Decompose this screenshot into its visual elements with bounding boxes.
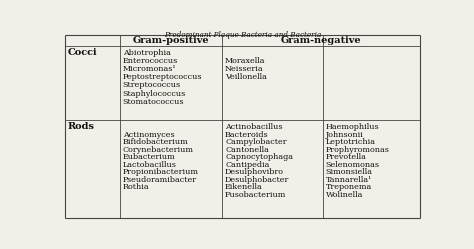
Text: Wolinella: Wolinella — [326, 191, 363, 199]
Text: Leptotrichia: Leptotrichia — [326, 138, 376, 146]
Text: Staphylococcus: Staphylococcus — [123, 90, 186, 98]
Text: Abiotrophia: Abiotrophia — [123, 49, 171, 57]
Text: Johnsonii: Johnsonii — [326, 130, 364, 139]
Text: Actinobacillus: Actinobacillus — [225, 123, 283, 131]
Text: Bifidobacterium: Bifidobacterium — [123, 138, 189, 146]
Text: Eubacterium: Eubacterium — [123, 153, 175, 161]
Text: Pseudoramibacter: Pseudoramibacter — [123, 176, 197, 184]
Text: Corynebacterium: Corynebacterium — [123, 146, 194, 154]
Text: Prevotella: Prevotella — [326, 153, 367, 161]
Text: Fusobacterium: Fusobacterium — [225, 191, 286, 199]
Text: Eikenella: Eikenella — [225, 184, 263, 191]
Text: Veillonella: Veillonella — [225, 73, 267, 81]
Text: Rods: Rods — [68, 122, 95, 131]
Text: Rothia: Rothia — [123, 184, 149, 191]
Text: Predominant Plaque Bacteria and Bacteria: Predominant Plaque Bacteria and Bacteria — [164, 31, 322, 39]
Text: Selenomonas: Selenomonas — [326, 161, 380, 169]
Text: Haemophilus: Haemophilus — [326, 123, 380, 131]
Text: Cocci: Cocci — [68, 48, 97, 57]
Text: Campylobacter: Campylobacter — [225, 138, 287, 146]
Text: Moraxella: Moraxella — [225, 57, 265, 65]
Text: Bacteroids: Bacteroids — [225, 130, 269, 139]
Text: Treponema: Treponema — [326, 184, 372, 191]
Text: Cantipedia: Cantipedia — [225, 161, 270, 169]
Text: Desulphobacter: Desulphobacter — [225, 176, 290, 184]
Text: Lactobacillus: Lactobacillus — [123, 161, 177, 169]
Text: Cantonella: Cantonella — [225, 146, 269, 154]
Text: Desulphovibro: Desulphovibro — [225, 168, 284, 176]
Text: Simonsiella: Simonsiella — [326, 168, 373, 176]
Text: Tannarella¹: Tannarella¹ — [326, 176, 372, 184]
Text: Actinomyces: Actinomyces — [123, 130, 174, 139]
Text: Gram-negative: Gram-negative — [281, 36, 362, 45]
Text: Gram-positive: Gram-positive — [133, 36, 209, 45]
Text: Neisseria: Neisseria — [225, 65, 264, 73]
Text: Micromonas¹: Micromonas¹ — [123, 65, 176, 73]
Text: Stomatococcus: Stomatococcus — [123, 98, 184, 106]
Text: Propionibacterium: Propionibacterium — [123, 168, 199, 176]
Text: Streptococcus: Streptococcus — [123, 81, 181, 89]
Text: Capnocytophaga: Capnocytophaga — [225, 153, 293, 161]
Text: Peptostreptococcus: Peptostreptococcus — [123, 73, 202, 81]
Text: Prophyromonas: Prophyromonas — [326, 146, 390, 154]
Text: Enterococcus: Enterococcus — [123, 57, 178, 65]
